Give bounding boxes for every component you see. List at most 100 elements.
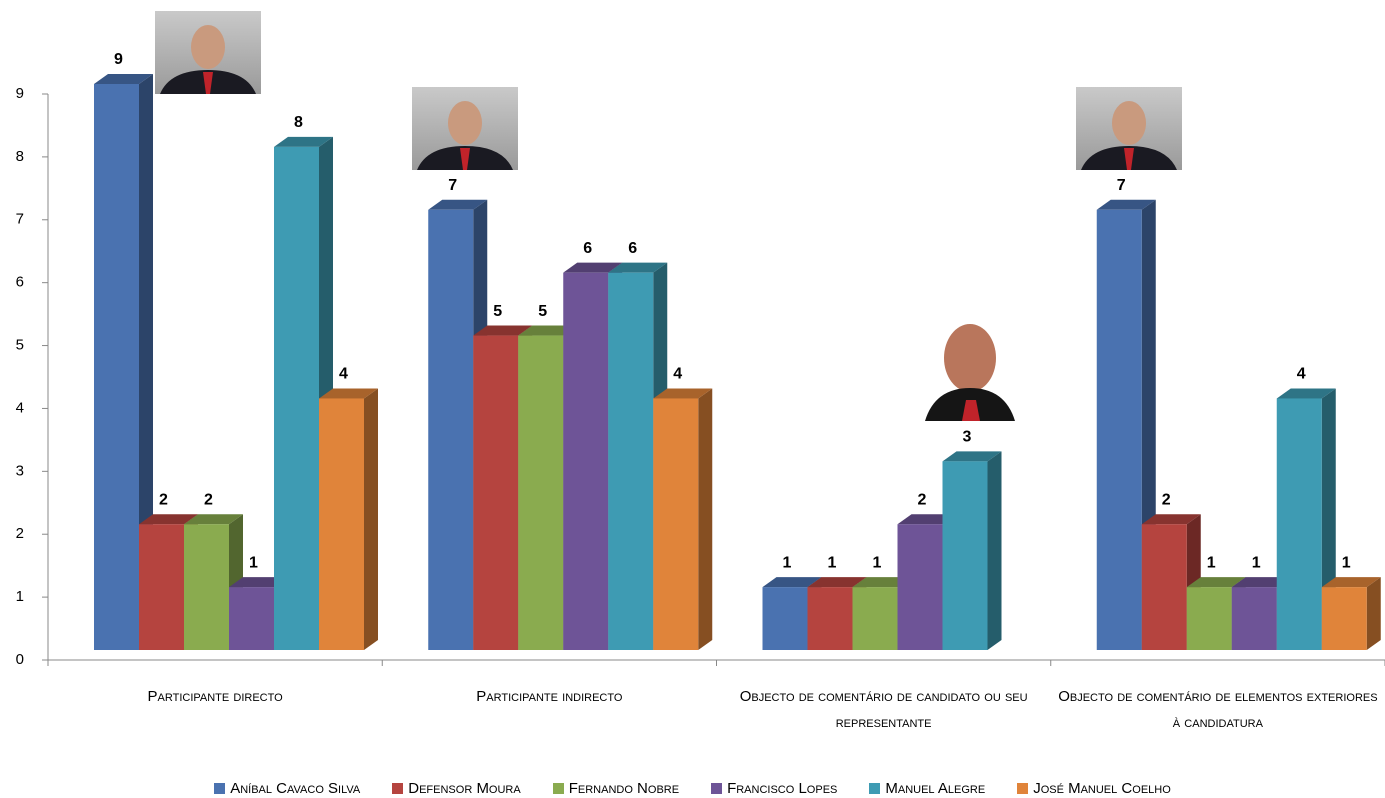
- photo: [1076, 87, 1182, 170]
- x-tick-label: Objecto de comentário de elementos exter…: [1058, 688, 1378, 731]
- bar-top: [852, 577, 912, 588]
- bar-top: [608, 262, 668, 273]
- y-tick-label: 1: [16, 588, 24, 605]
- legend-item: Aníbal Cavaco Silva: [214, 780, 360, 797]
- y-tick-label: 4: [16, 399, 24, 416]
- bar-top: [139, 514, 198, 525]
- value-label: 4: [673, 366, 682, 383]
- bar-front: [1096, 209, 1142, 650]
- bar-front: [807, 587, 853, 650]
- bar-front: [94, 84, 139, 650]
- value-label: 1: [828, 554, 837, 571]
- value-label: 2: [204, 491, 213, 508]
- value-label: 1: [873, 554, 882, 571]
- value-label: 1: [783, 554, 792, 571]
- bar: [942, 451, 1002, 650]
- y-tick-label: 5: [16, 337, 24, 354]
- value-label: 2: [918, 491, 927, 508]
- y-tick-label: 6: [16, 274, 24, 291]
- bar: [94, 74, 153, 650]
- bar-front: [563, 272, 609, 650]
- bar-top: [473, 325, 533, 336]
- legend-item: Francisco Lopes: [711, 780, 837, 797]
- value-label: 7: [448, 177, 457, 194]
- x-tick-label: Objecto de comentário de candidato ou se…: [739, 688, 1028, 731]
- value-label: 2: [1162, 491, 1171, 508]
- bar-top: [762, 577, 822, 588]
- bar: [1321, 577, 1381, 650]
- chart: 0 1 2 3 4 5 6 7 8 9 9 2 2 1 8 4 7 5 5 6 6 4 1 1 1 2 3 7 2 1 1 4 1: [16, 11, 1385, 668]
- bar-front: [518, 335, 564, 650]
- bar-top: [229, 577, 288, 588]
- bar-front: [762, 587, 808, 650]
- bar-top: [563, 262, 623, 273]
- legend-item: José Manuel Coelho: [1017, 780, 1171, 797]
- value-label: 8: [294, 114, 303, 131]
- legend-swatch: [1017, 783, 1029, 794]
- value-label: 1: [249, 554, 258, 571]
- bar-front: [319, 398, 364, 650]
- bar-top: [653, 388, 713, 399]
- y-tick-label: 0: [16, 651, 24, 668]
- bar-front: [1321, 587, 1367, 650]
- bar-top: [274, 136, 333, 147]
- legend-label: Manuel Alegre: [885, 780, 986, 797]
- bar-top: [1186, 577, 1246, 588]
- photo: [412, 87, 518, 170]
- legend-item: Defensor Moura: [392, 780, 521, 797]
- bar-front: [1141, 524, 1187, 650]
- bar-front: [608, 272, 654, 650]
- bar: [653, 388, 713, 650]
- value-label: 3: [963, 429, 972, 446]
- legend-label: Fernando Nobre: [568, 780, 680, 797]
- bar-front: [942, 461, 988, 650]
- bar-top: [518, 325, 578, 336]
- bar-front: [184, 524, 229, 650]
- bar-front: [1231, 587, 1277, 650]
- photo: [155, 11, 261, 94]
- value-label: 5: [538, 303, 547, 320]
- bar-top: [1321, 577, 1381, 588]
- bar-side: [987, 451, 1002, 650]
- value-label: 9: [114, 51, 123, 68]
- bar-side: [139, 74, 153, 650]
- bar-top: [897, 514, 957, 525]
- legend-label: José Manuel Coelho: [1033, 780, 1171, 797]
- plot: 0 1 2 3 4 5 6 7 8 9 9 2 2 1 8 4 7 5 5 6 6 4 1 1 1 2 3 7 2 1 1 4 1: [16, 51, 1385, 668]
- value-label: 6: [628, 240, 637, 257]
- bar-top: [319, 388, 378, 399]
- value-label: 7: [1117, 177, 1126, 194]
- y-tick-label: 8: [16, 148, 24, 165]
- legend-label: Francisco Lopes: [727, 780, 838, 797]
- y-tick-label: 9: [16, 85, 24, 102]
- bar-top: [1231, 577, 1291, 588]
- bar-top: [1141, 514, 1201, 525]
- y-tick-label: 7: [16, 211, 24, 228]
- legend-swatch: [869, 783, 881, 794]
- bar-top: [184, 514, 243, 525]
- bar-front: [473, 335, 519, 650]
- bar-front: [897, 524, 943, 650]
- legend-label: Defensor Moura: [408, 780, 521, 797]
- y-tick-label: 3: [16, 462, 24, 479]
- bar-front: [139, 524, 184, 650]
- legend-item: Fernando Nobre: [552, 780, 680, 797]
- legend-item: Manuel Alegre: [869, 780, 985, 797]
- x-tick-label: Participante directo: [147, 688, 283, 705]
- bar-top: [1096, 199, 1156, 210]
- bar-front: [1186, 587, 1232, 650]
- value-label: 1: [1342, 554, 1351, 571]
- bar-front: [229, 587, 274, 650]
- bar-front: [274, 146, 319, 650]
- value-label: 4: [339, 366, 348, 383]
- value-label: 1: [1207, 554, 1216, 571]
- legend-label: Aníbal Cavaco Silva: [230, 780, 361, 797]
- bar-front: [428, 209, 474, 650]
- bar-front: [1276, 398, 1322, 650]
- value-label: 1: [1252, 554, 1261, 571]
- value-label: 5: [493, 303, 502, 320]
- legend-swatch: [392, 783, 404, 794]
- value-label: 6: [583, 240, 592, 257]
- x-tick-label: Participante indirecto: [476, 688, 623, 705]
